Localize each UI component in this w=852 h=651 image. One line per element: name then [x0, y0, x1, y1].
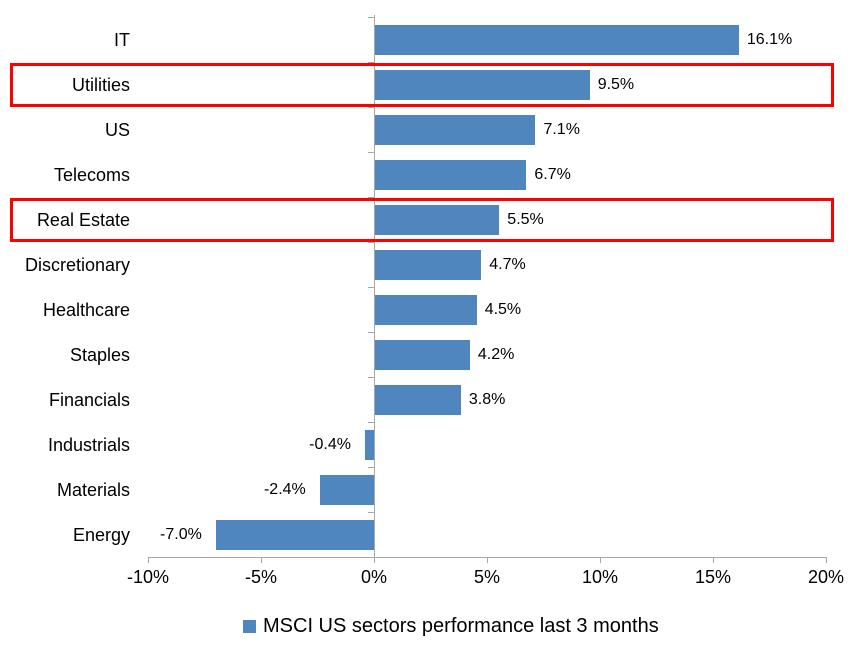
bar — [215, 519, 374, 550]
value-axis-tick-label: 20% — [807, 567, 845, 587]
value-label: 4.5% — [484, 300, 522, 318]
value-axis-tick-label: -10% — [126, 567, 170, 587]
value-axis-tick — [713, 557, 714, 563]
value-axis-tick-label: 15% — [694, 567, 732, 587]
value-label: 3.8% — [468, 390, 506, 408]
bar — [375, 159, 527, 190]
value-axis-tick — [600, 557, 601, 563]
value-label: 9.5% — [597, 75, 635, 93]
value-axis-tick — [148, 557, 149, 563]
bar — [375, 384, 461, 415]
value-axis-tick-label: 0% — [360, 567, 387, 587]
category-label: Financials — [48, 389, 130, 410]
category-axis-tick — [368, 332, 374, 333]
value-axis-tick-label: 10% — [581, 567, 619, 587]
value-label: -0.4% — [309, 435, 351, 453]
category-label: Staples — [69, 344, 130, 365]
category-axis-tick — [368, 422, 374, 423]
bar — [319, 474, 374, 505]
category-axis-tick — [368, 242, 374, 243]
category-axis-tick — [368, 287, 374, 288]
value-axis-tick — [826, 557, 827, 563]
category-label: Real Estate — [36, 209, 130, 230]
value-axis-tick — [374, 557, 375, 563]
category-axis-tick — [368, 467, 374, 468]
legend: MSCI US sectors performance last 3 month… — [243, 612, 659, 640]
value-label: 7.1% — [543, 120, 580, 138]
value-axis-tick-label: 5% — [473, 567, 500, 587]
value-label: 16.1% — [746, 30, 793, 48]
value-label: 4.2% — [477, 345, 515, 363]
value-axis-tick-label: -5% — [244, 567, 277, 587]
category-label: IT — [114, 29, 130, 50]
bar — [375, 69, 590, 100]
value-axis-tick — [487, 557, 488, 563]
category-label: Materials — [56, 479, 130, 500]
category-axis-line — [374, 15, 375, 557]
category-label: Telecoms — [53, 164, 130, 185]
category-axis-tick — [368, 512, 374, 513]
category-label: Utilities — [71, 74, 130, 95]
category-axis-tick — [368, 62, 374, 63]
value-label: -2.4% — [263, 480, 306, 498]
category-label: US — [104, 119, 130, 140]
value-label: -7.0% — [160, 525, 202, 543]
bar — [375, 24, 739, 55]
category-label: Healthcare — [42, 299, 130, 320]
legend-swatch-icon — [243, 619, 256, 633]
bar — [375, 204, 500, 235]
bar — [375, 249, 482, 280]
value-label: 6.7% — [534, 165, 571, 183]
value-label: 5.5% — [507, 210, 544, 228]
highlight-box — [10, 62, 834, 107]
category-axis-tick — [368, 152, 374, 153]
value-label: 4.7% — [489, 255, 526, 273]
bar — [375, 339, 470, 370]
bar — [375, 114, 536, 145]
value-axis-tick — [261, 557, 262, 563]
category-axis-tick — [368, 557, 374, 558]
category-axis-tick — [368, 197, 374, 198]
category-axis-tick — [368, 377, 374, 378]
legend-label: MSCI US sectors performance last 3 month… — [263, 615, 659, 637]
category-axis-tick — [368, 107, 374, 108]
highlight-box — [10, 197, 834, 242]
bar — [375, 294, 477, 325]
category-label: Discretionary — [24, 254, 130, 275]
category-label: Industrials — [47, 434, 130, 455]
category-axis-tick — [368, 17, 374, 18]
bar — [364, 429, 374, 460]
category-label: Energy — [72, 524, 130, 545]
